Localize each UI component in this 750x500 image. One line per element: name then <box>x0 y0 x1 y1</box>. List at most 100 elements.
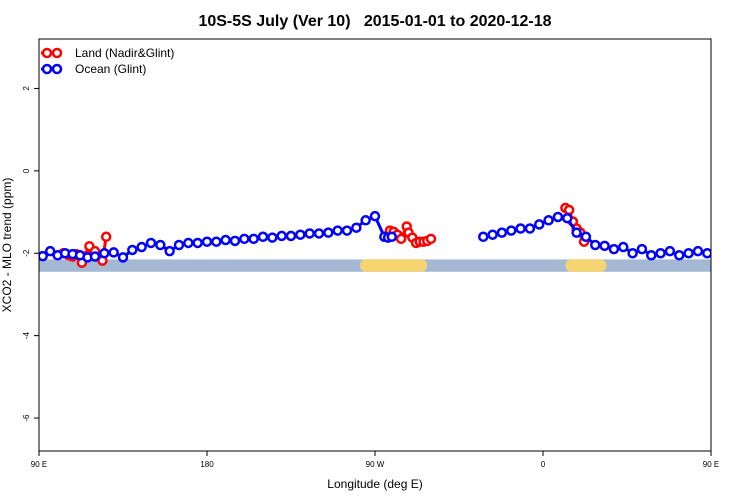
surface-type-bar <box>39 259 711 272</box>
ocean-point <box>117 252 129 263</box>
ocean-series <box>39 210 750 263</box>
ocean-point <box>618 241 629 253</box>
ocean-point <box>702 247 711 259</box>
series-line-segment <box>735 251 744 255</box>
legend-label: Land (Nadir&Glint) <box>75 46 174 60</box>
ocean-point <box>599 240 610 252</box>
series-line-segment <box>745 253 750 255</box>
series-layer <box>39 202 750 268</box>
ocean-point <box>722 251 730 259</box>
plot-frame <box>38 38 712 452</box>
y-tick-label: -6 <box>22 414 31 422</box>
ocean-point <box>341 225 353 236</box>
ocean-point <box>580 231 592 243</box>
ocean-point <box>487 229 498 240</box>
ocean-point <box>155 239 166 251</box>
ocean-point <box>534 219 545 230</box>
ocean-point <box>369 210 381 222</box>
ocean-point <box>683 247 694 259</box>
x-tick-label: 90 E <box>31 460 47 469</box>
ocean-point <box>295 229 306 240</box>
legend-marker <box>41 47 53 59</box>
ocean-point <box>211 236 222 247</box>
ocean-point <box>713 249 721 257</box>
ocean-point <box>664 245 676 257</box>
ocean-point <box>496 227 508 238</box>
ocean-point <box>323 227 334 238</box>
x-tick-label: 90 E <box>703 460 719 469</box>
ocean-point <box>636 243 648 255</box>
ocean-point <box>145 237 157 249</box>
ocean-point <box>608 243 620 255</box>
ocean-point <box>239 233 250 245</box>
x-tick-label: 90 W <box>366 460 385 469</box>
ocean-point <box>543 215 554 226</box>
land-bar-segment <box>360 259 428 272</box>
ocean-point <box>674 250 685 261</box>
ocean-point <box>136 241 147 253</box>
legend-marker <box>51 63 63 75</box>
ocean-point <box>89 251 101 262</box>
land-point <box>563 204 575 216</box>
ocean-point <box>655 247 666 259</box>
ocean-point <box>44 245 56 257</box>
land-point <box>395 233 407 245</box>
ocean-point <box>267 232 278 243</box>
x-axis-label: Longitude (deg E) <box>327 477 422 491</box>
ocean-point <box>304 228 315 239</box>
series-line-segment <box>717 253 726 255</box>
x-tick-label: 0 <box>541 460 546 469</box>
ocean-point <box>590 239 601 251</box>
ocean-point <box>164 245 175 257</box>
legend-marker <box>51 47 63 59</box>
ocean-point <box>220 234 231 246</box>
ocean-point <box>571 227 582 238</box>
ocean-point <box>332 225 343 236</box>
ocean-point <box>201 236 213 247</box>
legend: Land (Nadir&Glint) Ocean (Glint) <box>41 46 174 76</box>
series-line-segment <box>726 251 735 255</box>
land-point <box>425 233 437 245</box>
ocean-point <box>183 237 194 249</box>
ocean-point <box>192 237 203 249</box>
ocean-point <box>552 211 564 223</box>
ocean-point <box>313 228 325 239</box>
ocean-point <box>257 231 269 243</box>
ocean-point <box>506 225 517 236</box>
axes: 90 E 180 90 W 0 90 E 2 0 -2 -4 -6 <box>22 86 719 469</box>
legend-label: Ocean (Glint) <box>75 62 146 76</box>
ocean-point <box>127 244 138 256</box>
chart-title: 10S-5S July (Ver 10) 2015-01-01 to 2020-… <box>198 13 551 30</box>
ocean-point <box>360 215 371 226</box>
ocean-point <box>731 247 739 255</box>
ocean-point <box>692 245 704 257</box>
y-axis-label: XCO2 - MLO trend (ppm) <box>0 178 14 313</box>
ocean-point <box>351 222 362 233</box>
ocean-point <box>229 235 241 247</box>
land-series <box>58 202 590 268</box>
land-bar-segment <box>565 259 607 272</box>
y-tick-label: 2 <box>22 86 31 91</box>
ocean-point <box>108 247 119 258</box>
y-tick-label: 0 <box>22 168 31 173</box>
ocean-point <box>646 250 657 261</box>
x-tick-label: 180 <box>200 460 214 469</box>
y-tick-label: -2 <box>22 249 31 257</box>
ocean-point <box>741 251 749 259</box>
ocean-point <box>524 223 536 234</box>
ocean-point <box>248 233 259 245</box>
land-point <box>100 231 112 243</box>
ocean-point <box>386 231 398 243</box>
ocean-point <box>39 250 48 262</box>
ocean-point <box>99 247 110 259</box>
ocean-point <box>627 247 638 259</box>
legend-marker <box>41 63 53 75</box>
ocean-point <box>285 230 297 242</box>
ocean-point <box>276 230 287 242</box>
ocean-point <box>478 231 489 243</box>
ocean-point <box>173 239 185 251</box>
y-tick-label: -4 <box>22 332 31 340</box>
ocean-point <box>515 223 526 234</box>
ocean-point <box>562 212 573 224</box>
